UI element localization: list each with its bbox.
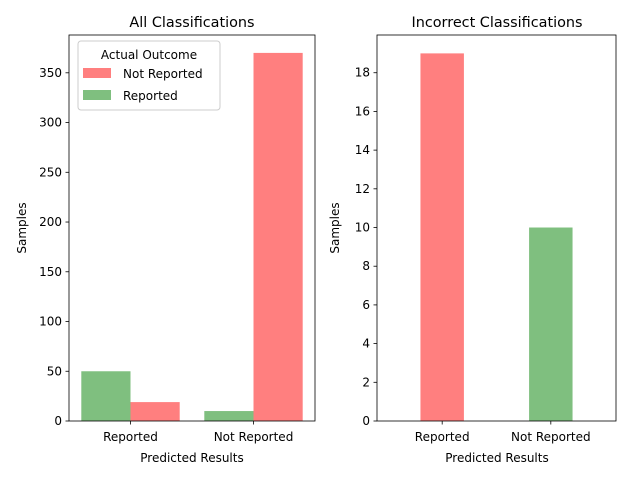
- y-ticks: 0 2 4 6 8 10 12 14 16 18: [355, 66, 377, 428]
- y-tick-label: 16: [355, 104, 370, 118]
- y-axis-label: Samples: [15, 202, 29, 253]
- y-tick-label: 200: [39, 215, 62, 229]
- bar: [81, 371, 131, 421]
- x-tick-label: Reported: [103, 430, 158, 444]
- bar: [529, 227, 573, 421]
- subplot-all-classifications: All Classifications 0 50 100 150 200 250 300 35…: [15, 15, 316, 465]
- bar: [204, 411, 254, 421]
- y-tick-label: 18: [355, 66, 370, 80]
- x-tick-label: Not Reported: [511, 430, 591, 444]
- x-axis-label: Predicted Results: [445, 451, 548, 465]
- legend-label-not-reported: Not Reported: [123, 67, 203, 81]
- y-tick-label: 0: [54, 414, 62, 428]
- chart-title: All Classifications: [129, 15, 254, 31]
- legend-swatch-reported: [83, 90, 111, 100]
- y-tick-label: 14: [355, 143, 370, 157]
- x-ticks: Reported Not Reported: [103, 421, 293, 444]
- plot-frame: [68, 34, 316, 422]
- y-tick-label: 300: [39, 116, 62, 130]
- legend-label-reported: Reported: [123, 89, 178, 103]
- y-tick-label: 150: [39, 265, 62, 279]
- subplot-incorrect-classifications: Incorrect Classifications 0 2 4 6 8 10 12 14 16 1…: [328, 15, 617, 465]
- y-tick-label: 250: [39, 165, 62, 179]
- x-tick-label: Not Reported: [214, 430, 294, 444]
- legend-swatch-not-reported: [83, 68, 111, 78]
- bars: [81, 52, 303, 421]
- x-axis-label: Predicted Results: [140, 451, 243, 465]
- y-tick-label: 10: [355, 221, 370, 235]
- bar: [253, 52, 303, 421]
- bar: [420, 53, 464, 421]
- x-ticks: Reported Not Reported: [415, 421, 591, 444]
- bar: [130, 402, 180, 421]
- y-tick-label: 8: [362, 259, 370, 273]
- y-tick-label: 100: [39, 315, 62, 329]
- y-tick-label: 12: [355, 182, 370, 196]
- bars: [420, 53, 573, 421]
- y-tick-label: 350: [39, 66, 62, 80]
- y-tick-label: 4: [362, 337, 370, 351]
- y-tick-label: 2: [362, 375, 370, 389]
- x-tick-label: Reported: [415, 430, 470, 444]
- plot-frame: [376, 34, 617, 422]
- y-ticks: 0 50 100 150 200 250 300 350: [39, 66, 69, 428]
- y-axis-label: Samples: [328, 202, 342, 253]
- legend-title: Actual Outcome: [101, 48, 197, 62]
- legend-frame: [77, 40, 221, 111]
- y-tick-label: 6: [362, 298, 370, 312]
- chart-title: Incorrect Classifications: [411, 15, 582, 31]
- y-tick-label: 50: [47, 364, 62, 378]
- y-tick-label: 0: [362, 414, 370, 428]
- legend: Actual Outcome Not Reported Reported: [77, 40, 221, 111]
